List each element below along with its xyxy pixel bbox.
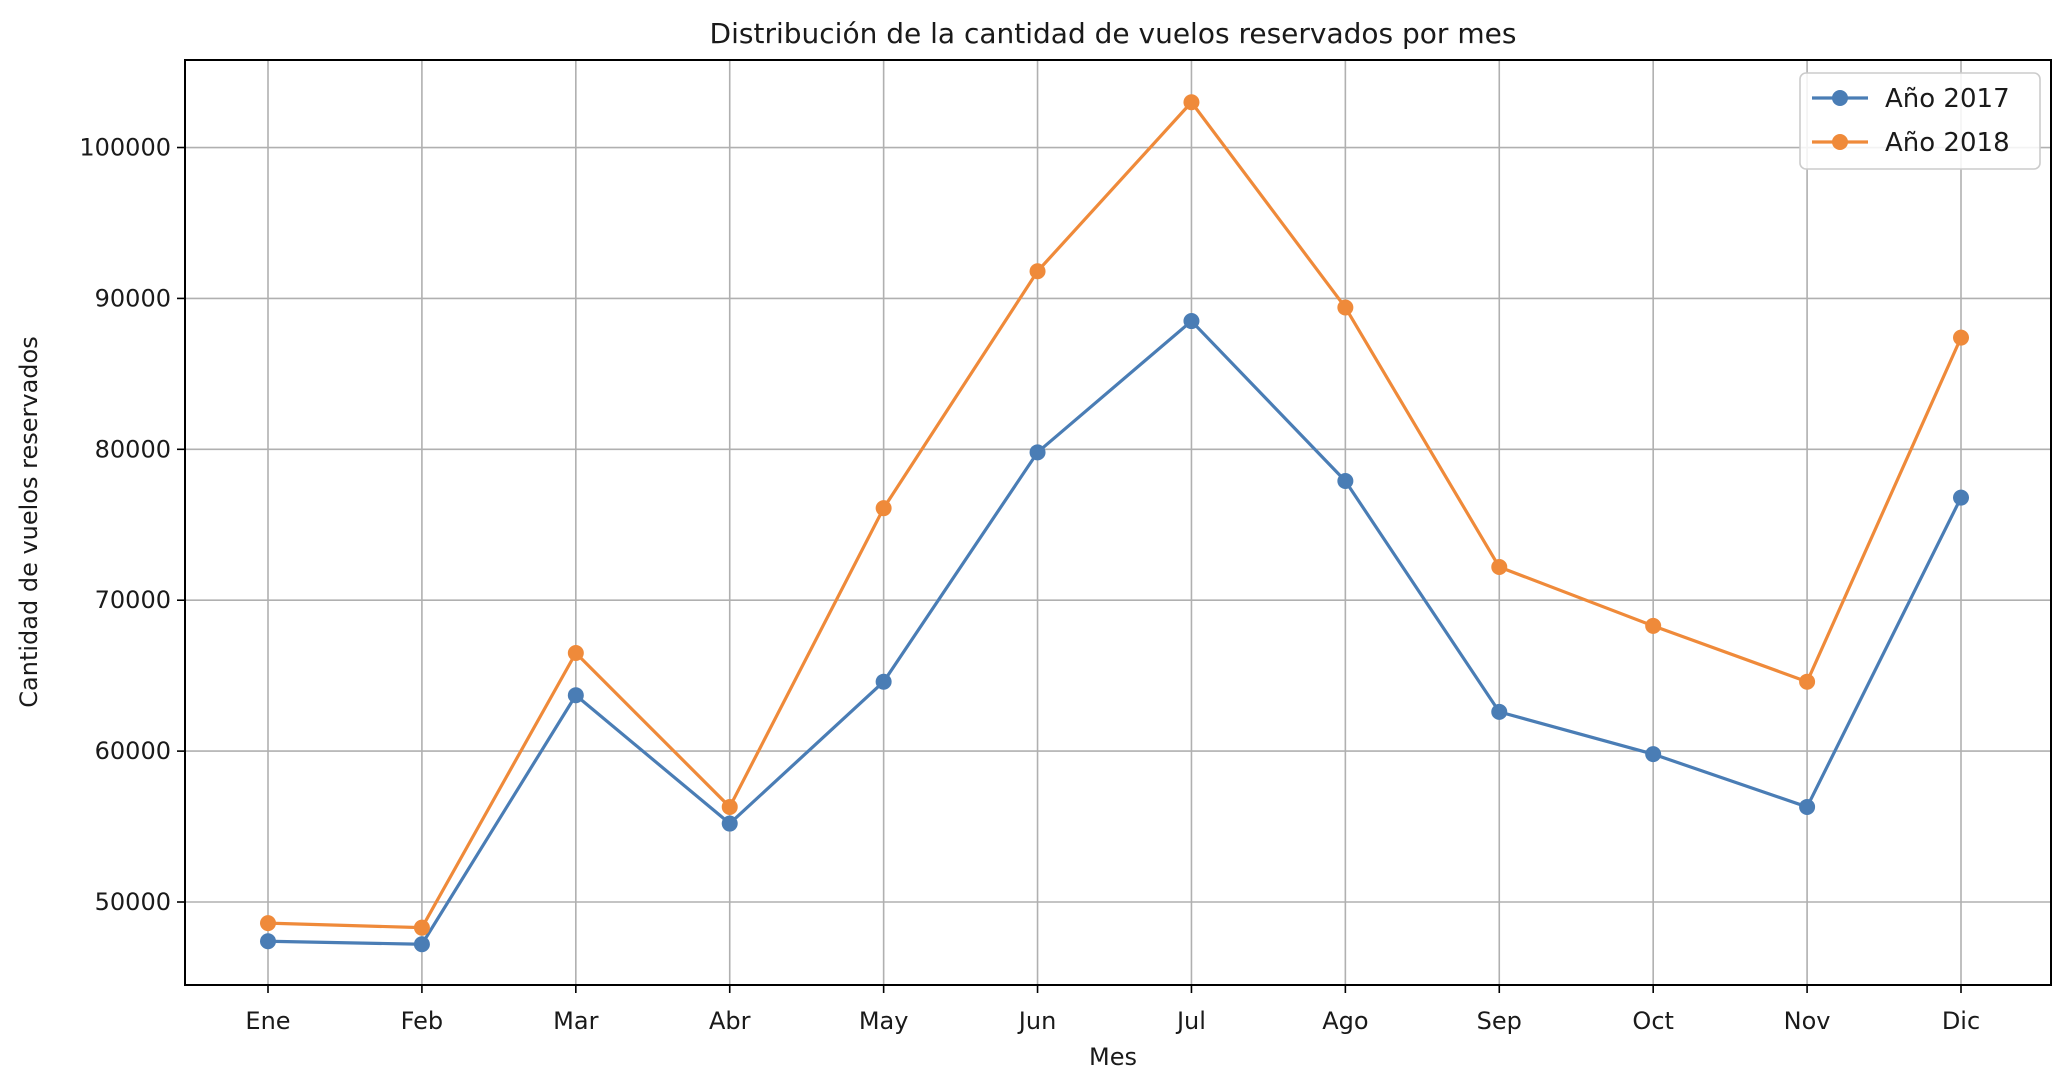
legend-marker — [1832, 134, 1848, 150]
data-point — [567, 645, 584, 662]
x-tick-label: Abr — [709, 1007, 751, 1035]
data-point — [875, 500, 892, 517]
data-point — [1799, 673, 1816, 690]
x-tick-label: Ago — [1322, 1007, 1368, 1035]
grid — [185, 60, 2051, 985]
x-tick-label: Sep — [1477, 1007, 1522, 1035]
y-tick-label: 60000 — [95, 737, 171, 765]
data-point — [1029, 263, 1046, 280]
data-point — [721, 815, 738, 832]
legend-label: Año 2017 — [1885, 84, 2010, 114]
plot-frame — [184, 59, 2052, 986]
series-line — [267, 319, 1963, 946]
x-tick-label: May — [859, 1007, 909, 1035]
chart-title: Distribución de la cantidad de vuelos re… — [710, 17, 1517, 50]
x-tick-label: Jul — [1175, 1007, 1206, 1035]
x-axis-label: Mes — [1089, 1043, 1137, 1071]
series-layer — [260, 94, 1969, 953]
data-point — [1183, 313, 1200, 330]
data-point — [1491, 559, 1508, 576]
data-point — [721, 798, 738, 815]
series-1 — [260, 313, 1969, 953]
data-point — [1491, 703, 1508, 720]
data-point — [1337, 473, 1354, 490]
y-tick-label: 90000 — [95, 284, 171, 312]
data-point — [413, 936, 430, 953]
x-tick-label: Feb — [401, 1007, 444, 1035]
data-point — [1799, 798, 1816, 815]
x-tick-label: Nov — [1784, 1007, 1831, 1035]
x-tick-label: Ene — [245, 1007, 290, 1035]
x-tick-label: Oct — [1632, 1007, 1674, 1035]
data-point — [1029, 444, 1046, 461]
series-2 — [260, 94, 1969, 936]
y-tick-label: 70000 — [95, 586, 171, 614]
data-point — [260, 933, 276, 950]
data-point — [1645, 746, 1662, 763]
y-axis-label: Cantidad de vuelos reservados — [15, 336, 43, 707]
legend: Año 2017 Año 2018 — [1799, 72, 2041, 170]
data-point — [413, 919, 430, 936]
x-tick-label: Mar — [553, 1007, 598, 1035]
y-tick-label: 100000 — [79, 134, 171, 162]
data-point — [1953, 329, 1969, 346]
legend-marker — [1832, 90, 1848, 106]
x-tick-label: Dic — [1942, 1007, 1980, 1035]
y-tick-label: 50000 — [95, 888, 171, 916]
y-axis: 50000 60000 70000 80000 90000 100000 — [79, 134, 185, 916]
y-tick-label: 80000 — [95, 435, 171, 463]
series-line — [267, 100, 1963, 930]
data-point — [1183, 94, 1200, 111]
data-point — [260, 915, 276, 932]
x-axis: Ene Feb Mar Abr May Jun Jul Ago Sep Oct Nov Dic — [245, 985, 1980, 1035]
data-point — [1953, 489, 1969, 506]
data-point — [1645, 617, 1662, 634]
x-tick-label: Jun — [1017, 1007, 1057, 1035]
data-point — [567, 687, 584, 704]
data-point — [1337, 299, 1354, 316]
legend-label: Año 2018 — [1885, 128, 2010, 158]
data-point — [875, 673, 892, 690]
